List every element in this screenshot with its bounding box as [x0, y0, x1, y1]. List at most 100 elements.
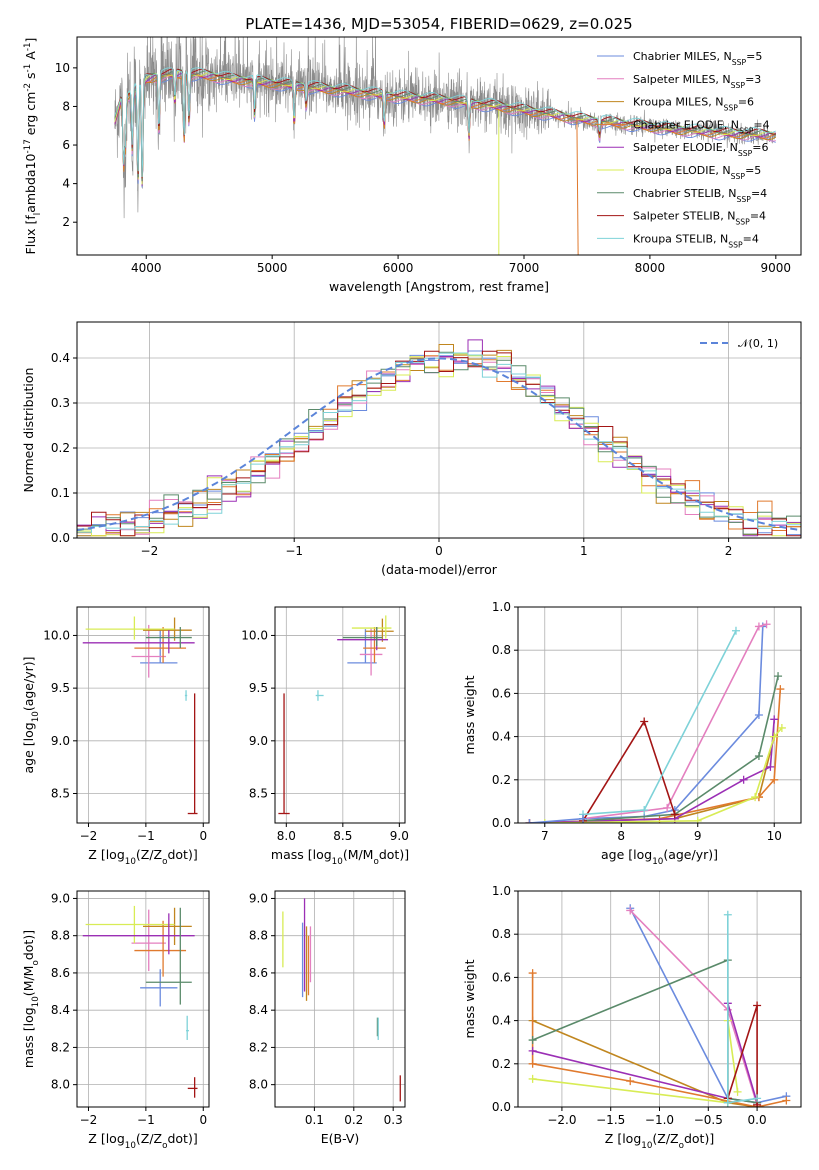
x-tick-label: 8	[617, 829, 625, 843]
x-tick-label: 4000	[131, 261, 162, 275]
x-tick-label: 0.1	[305, 1113, 324, 1127]
x-tick-label: −2	[80, 829, 98, 843]
axes-frame	[517, 890, 802, 1108]
x-tick-label: −0.5	[694, 1113, 723, 1127]
model-spectrum-line	[576, 118, 579, 255]
series-marker	[693, 816, 702, 823]
y-tick-label: 8.5	[249, 786, 268, 800]
mass-weight-series	[579, 622, 767, 823]
errorbar-point	[359, 628, 383, 676]
mass-weight-series	[528, 969, 791, 1107]
y-tick-label: 8.0	[51, 1078, 70, 1092]
legend-entry: Kroupa STELIB, NSSP=4	[633, 232, 759, 249]
model-spectrum-line	[114, 67, 776, 178]
series-marker	[754, 752, 763, 761]
y-tick-label: 0.8	[492, 643, 511, 657]
y-tick-label: 0.0	[492, 816, 511, 830]
series-marker	[540, 819, 549, 823]
series-marker	[774, 672, 783, 681]
x-axis-label: Z [log10(Z/Zodot)]	[88, 1131, 197, 1151]
series-marker	[579, 814, 588, 823]
y-tick-label: 8.2	[51, 1040, 70, 1054]
y-tick-label: 10.0	[43, 628, 70, 642]
y-axis-label: mass weight	[462, 959, 477, 1038]
mass-weight-series	[579, 626, 740, 819]
series-marker	[640, 806, 649, 815]
y-tick-label: 8.6	[249, 966, 268, 980]
errorbar-point	[131, 624, 166, 678]
series-marker	[528, 1046, 537, 1055]
series-marker	[731, 626, 740, 635]
axes-frame	[76, 606, 210, 824]
legend-entry: Salpeter ELODIE, NSSP=6	[633, 141, 769, 158]
y-tick-label: 0.8	[492, 927, 511, 941]
errorbar-point	[85, 616, 175, 640]
series-marker	[525, 819, 534, 823]
errorbar-point	[140, 969, 178, 1007]
y-tick-label: 0.2	[51, 441, 70, 455]
series-marker	[770, 715, 779, 724]
y-tick-label: 9.5	[249, 681, 268, 695]
y-tick-label: 8	[62, 99, 70, 113]
legend-entry: Chabrier ELODIE, NSSP=4	[633, 118, 770, 135]
mass-weight-series	[540, 723, 786, 823]
x-tick-label: −1.5	[596, 1113, 625, 1127]
series-line	[582, 675, 779, 822]
series-marker	[626, 906, 635, 915]
y-tick-label: 0.2	[492, 773, 511, 787]
series-marker	[776, 685, 785, 694]
errorbar-point	[187, 1077, 198, 1098]
x-tick-label: −2.0	[547, 1113, 576, 1127]
series-marker	[723, 1098, 732, 1107]
errorbar-point	[140, 629, 178, 664]
y-tick-label: 8.2	[249, 1040, 268, 1054]
residual-histogram	[77, 352, 801, 538]
series-marker	[663, 803, 672, 812]
series-marker	[528, 1059, 537, 1068]
errorbar-point	[134, 627, 187, 663]
y-axis-label: mass weight	[462, 675, 477, 754]
x-tick-label: 0	[435, 544, 443, 558]
x-tick-label: −2	[80, 1113, 98, 1127]
errorbar-point	[143, 907, 192, 945]
legend-entry: Chabrier MILES, NSSP=5	[633, 50, 762, 67]
x-tick-label: 7000	[509, 261, 540, 275]
x-tick-label: 0	[199, 1113, 207, 1127]
age_vs_mass-panel: 8.0 8.5 9.0 8.5 9.0 9.5 10.0 mass [log10(M/Modo…	[241, 606, 409, 867]
x-tick-label: 0.3	[384, 1113, 403, 1127]
normal-distribution-curve	[77, 357, 799, 532]
axes-frame	[76, 890, 210, 1108]
legend-entry: 𝒩(0, 1)	[738, 337, 778, 350]
x-axis-label: E(B-V)	[321, 1131, 360, 1146]
x-tick-label: 10	[767, 829, 782, 843]
series-marker	[528, 1074, 537, 1083]
errorbar-point	[184, 690, 188, 701]
errorbar-point	[337, 627, 389, 651]
age_vs_Z-panel: −2 −1 0 8.5 9.0 9.5 10.0 Z [log10(Z/Zodot)] age …	[21, 606, 210, 867]
x-tick-label: 2	[725, 544, 733, 558]
x-tick-label: 7	[541, 829, 549, 843]
mass_vs_Z-plot-area	[82, 905, 198, 1098]
residuals-plot-area	[77, 339, 801, 538]
model-spectrum-line	[114, 68, 776, 179]
errorbar-point	[134, 920, 187, 977]
series-marker	[753, 1094, 762, 1103]
mass-weight-series	[579, 717, 679, 823]
y-tick-label: 0.0	[51, 531, 70, 545]
x-tick-label: 6000	[383, 261, 414, 275]
series-marker	[626, 1077, 635, 1086]
x-axis-label: mass [log10(M/Modot)]	[271, 847, 409, 867]
x-axis-label: (data-model)/error	[381, 562, 498, 577]
series-marker	[640, 717, 649, 726]
series-marker	[670, 810, 679, 819]
y-tick-label: 8.0	[249, 1078, 268, 1092]
mass_weight_vs_age-plot-area	[525, 620, 786, 823]
mass_weight_vs_age-panel: 7 8 9 10 0.0 0.2 0.4 0.6 0.8 1.0 age [log10(age/yr…	[462, 600, 802, 867]
model-spectrum-line	[114, 76, 776, 188]
y-tick-label: 0.4	[51, 351, 70, 365]
errorbar-point	[82, 630, 195, 654]
series-marker	[751, 793, 760, 802]
y-tick-label: 9.0	[249, 891, 268, 905]
series-marker	[766, 762, 775, 771]
